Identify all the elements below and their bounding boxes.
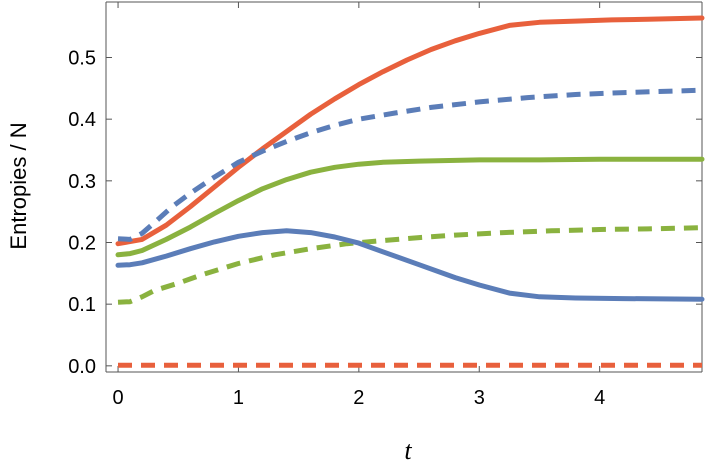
y-tick-label: 0.1 [68, 294, 96, 316]
x-tick-label: 3 [474, 387, 485, 409]
y-tick-label: 0.4 [68, 109, 96, 131]
series-line-2 [117, 87, 703, 242]
y-axis-title: Entropies / N [6, 122, 31, 249]
series-line-5 [115, 228, 705, 302]
series-layer [115, 15, 705, 368]
y-tick-label: 0.5 [68, 48, 96, 70]
axis-ticks [106, 2, 702, 372]
x-tick-label: 2 [353, 387, 364, 409]
series-line-4 [117, 225, 703, 305]
series-line-3 [115, 156, 705, 258]
y-tick-label: 0.2 [68, 233, 96, 255]
x-tick-label: 0 [112, 387, 123, 409]
x-tick-label: 1 [233, 387, 244, 409]
x-axis-title: t [404, 436, 412, 465]
y-tick-label: 0.3 [68, 171, 96, 193]
tick-labels: 0 1 2 3 4 0.0 0.1 0.2 0.3 0.4 0.5 [68, 48, 605, 410]
y-tick-label: 0.0 [68, 356, 96, 378]
plot-frame [105, 1, 703, 373]
x-tick-label: 4 [594, 387, 605, 409]
series-line-1 [115, 15, 705, 247]
